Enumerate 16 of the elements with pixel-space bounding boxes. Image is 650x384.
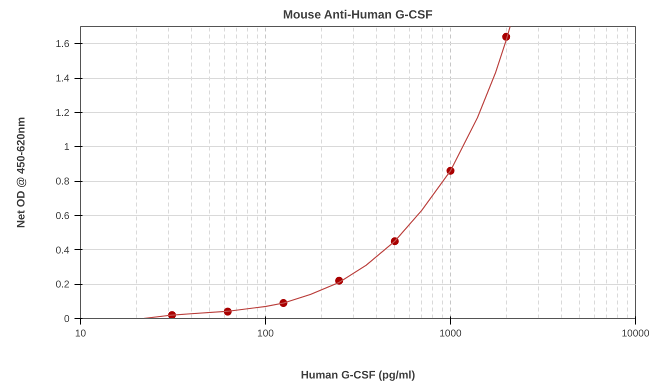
x-tick-label: 10 <box>74 328 86 340</box>
y-tick-label: 1.2 <box>56 108 70 119</box>
y-tick-label: 0.2 <box>56 280 70 291</box>
x-tick-label: 1000 <box>439 328 462 340</box>
y-tick-label: 0.6 <box>56 210 70 222</box>
y-tick-label: 0.8 <box>56 176 70 188</box>
y-axis-title: Net OD @ 450-620nm <box>16 116 28 228</box>
x-tick-label: 100 <box>257 328 274 340</box>
chart-title: Mouse Anti-Human G-CSF <box>283 8 433 22</box>
y-tick-label: 1.6 <box>56 39 70 50</box>
y-tick-label: 1 <box>64 142 70 154</box>
y-tick-label: 0 <box>64 314 70 325</box>
x-tick-label: 10000 <box>622 328 650 340</box>
x-axis-title: Human G-CSF (pg/ml) <box>300 370 416 382</box>
y-tick-label: 0.4 <box>56 245 70 256</box>
y-tick-label: 1.4 <box>56 74 70 85</box>
